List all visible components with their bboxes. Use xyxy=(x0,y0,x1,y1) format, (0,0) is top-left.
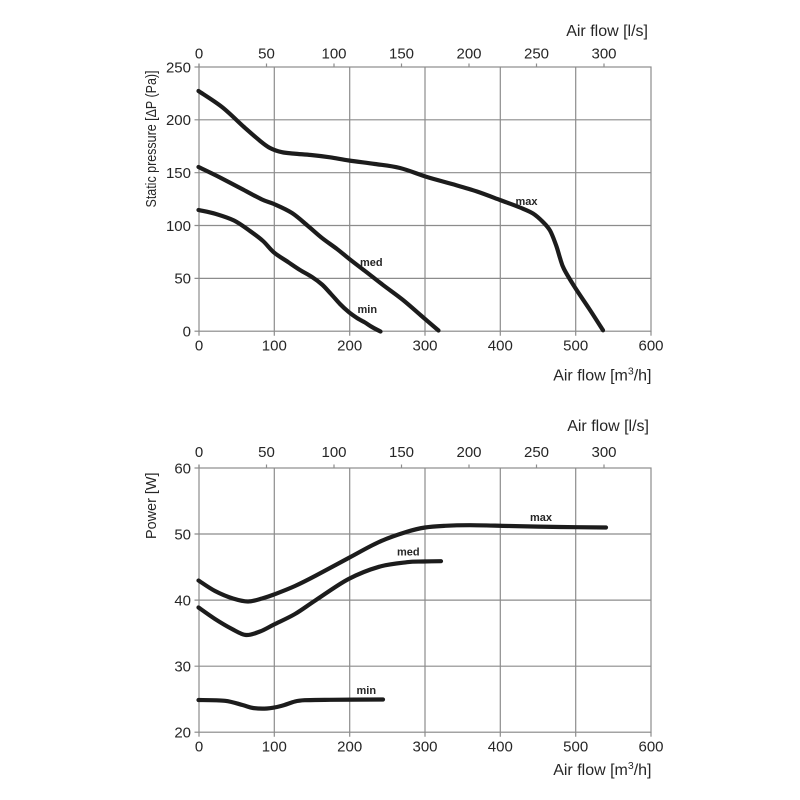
svg-text:40: 40 xyxy=(174,592,191,609)
svg-text:300: 300 xyxy=(412,739,437,756)
svg-text:200: 200 xyxy=(456,444,481,461)
svg-text:150: 150 xyxy=(389,46,414,63)
svg-text:200: 200 xyxy=(166,112,191,129)
svg-text:50: 50 xyxy=(258,46,275,63)
svg-text:0: 0 xyxy=(195,338,203,355)
svg-text:100: 100 xyxy=(262,739,287,756)
svg-text:100: 100 xyxy=(166,218,191,235)
svg-text:min: min xyxy=(357,685,377,697)
svg-text:50: 50 xyxy=(258,444,275,461)
svg-text:Air flow [m3/h]: Air flow [m3/h] xyxy=(553,366,651,385)
svg-text:250: 250 xyxy=(166,59,191,76)
svg-text:med: med xyxy=(397,547,420,559)
svg-text:300: 300 xyxy=(412,338,437,355)
svg-text:Static pressure [ΔP (Pa)]: Static pressure [ΔP (Pa)] xyxy=(143,71,160,208)
svg-text:50: 50 xyxy=(174,526,191,543)
svg-text:30: 30 xyxy=(174,659,191,676)
svg-text:Air flow [l/s]: Air flow [l/s] xyxy=(567,418,649,435)
svg-text:150: 150 xyxy=(389,444,414,461)
svg-text:0: 0 xyxy=(195,444,203,461)
svg-text:300: 300 xyxy=(591,46,616,63)
svg-text:0: 0 xyxy=(195,739,203,756)
svg-text:100: 100 xyxy=(321,46,346,63)
svg-text:50: 50 xyxy=(174,271,191,288)
svg-text:0: 0 xyxy=(183,324,191,341)
svg-text:med: med xyxy=(360,257,383,269)
svg-text:max: max xyxy=(516,196,539,208)
svg-text:200: 200 xyxy=(456,46,481,63)
svg-text:200: 200 xyxy=(337,739,362,756)
svg-text:150: 150 xyxy=(166,165,191,182)
svg-text:100: 100 xyxy=(321,444,346,461)
svg-text:500: 500 xyxy=(563,739,588,756)
svg-text:600: 600 xyxy=(638,338,663,355)
svg-text:0: 0 xyxy=(195,46,203,63)
svg-text:max: max xyxy=(530,512,553,524)
svg-text:400: 400 xyxy=(488,739,513,756)
svg-text:600: 600 xyxy=(638,739,663,756)
svg-text:Air flow [m3/h]: Air flow [m3/h] xyxy=(553,760,651,779)
svg-text:20: 20 xyxy=(174,725,191,742)
svg-text:100: 100 xyxy=(262,338,287,355)
svg-text:500: 500 xyxy=(563,338,588,355)
svg-text:200: 200 xyxy=(337,338,362,355)
svg-text:300: 300 xyxy=(591,444,616,461)
svg-text:min: min xyxy=(358,304,378,316)
svg-text:400: 400 xyxy=(488,338,513,355)
svg-text:60: 60 xyxy=(174,460,191,477)
svg-text:Air flow [l/s]: Air flow [l/s] xyxy=(566,23,648,40)
svg-text:Power [W]: Power [W] xyxy=(143,473,160,540)
svg-text:250: 250 xyxy=(524,46,549,63)
svg-text:250: 250 xyxy=(524,444,549,461)
